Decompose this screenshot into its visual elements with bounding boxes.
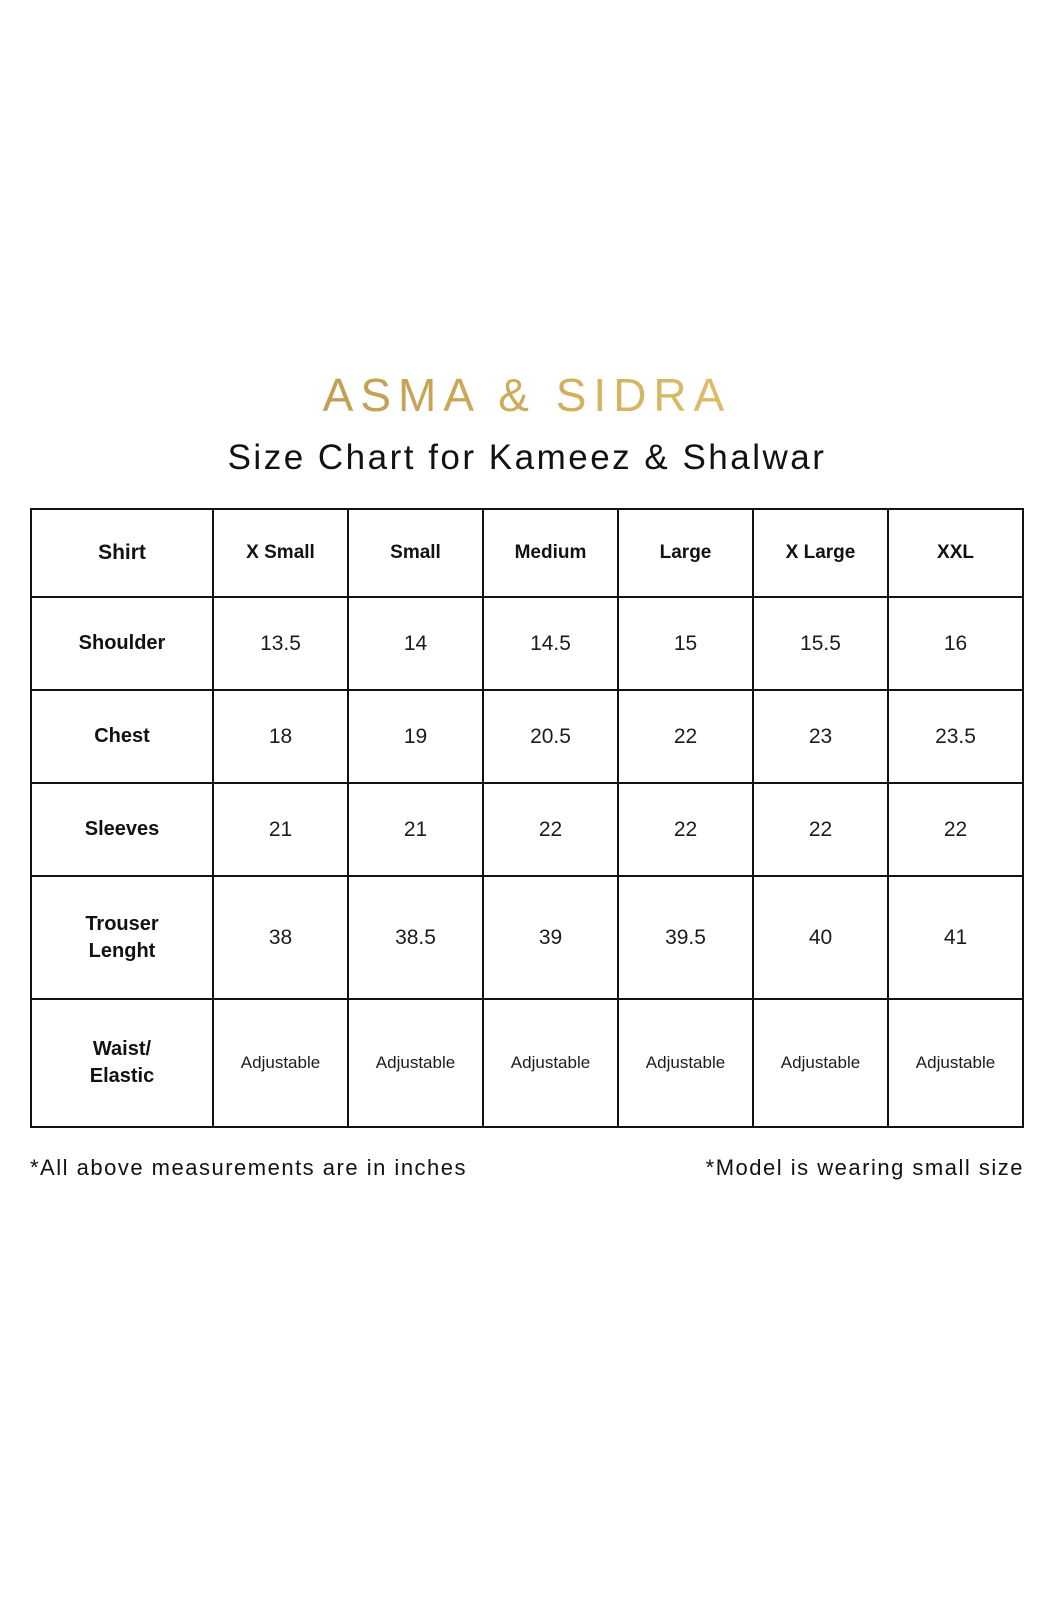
header-cell-shirt: Shirt [30,508,214,598]
table-header-row: Shirt X Small Small Medium Large X Large… [30,508,1024,598]
content-area: ASMA & SIDRA Size Chart for Kameez & Sha… [0,368,1054,1181]
value-cell: 22 [617,689,754,784]
value-cell: 39 [482,875,619,1000]
row-label-waist-elastic: Waist/ Elastic [30,998,214,1128]
value-cell: 15.5 [752,596,889,691]
value-cell: Adjustable [347,998,484,1128]
value-cell: 38 [212,875,349,1000]
value-cell: 14 [347,596,484,691]
value-cell: 19 [347,689,484,784]
row-label-chest: Chest [30,689,214,784]
value-cell: 22 [752,782,889,877]
value-cell: 16 [887,596,1024,691]
value-cell: 38.5 [347,875,484,1000]
header-cell-small: Small [347,508,484,598]
value-cell: Adjustable [887,998,1024,1128]
table-row-chest: Chest 18 19 20.5 22 23 23.5 [30,689,1024,784]
header-cell-xlarge: X Large [752,508,889,598]
page-title: Size Chart for Kameez & Shalwar [227,438,827,477]
value-cell: 14.5 [482,596,619,691]
value-cell: Adjustable [482,998,619,1128]
row-label-sleeves: Sleeves [30,782,214,877]
table-row-waist-elastic: Waist/ Elastic Adjustable Adjustable Adj… [30,998,1024,1128]
footnotes: *All above measurements are in inches *M… [30,1155,1024,1181]
footnote-measurements: *All above measurements are in inches [30,1155,468,1180]
value-cell: 22 [617,782,754,877]
value-cell: 22 [887,782,1024,877]
footnote-model: *Model is wearing small size [705,1155,1024,1180]
table-row-shoulder: Shoulder 13.5 14 14.5 15 15.5 16 [30,596,1024,691]
brand-logo: ASMA & SIDRA [30,368,1024,422]
value-cell: 13.5 [212,596,349,691]
value-cell: 23.5 [887,689,1024,784]
value-cell: 20.5 [482,689,619,784]
header-cell-xsmall: X Small [212,508,349,598]
value-cell: 23 [752,689,889,784]
header-cell-xxl: XXL [887,508,1024,598]
header-cell-medium: Medium [482,508,619,598]
value-cell: 39.5 [617,875,754,1000]
value-cell: 21 [347,782,484,877]
row-label-shoulder: Shoulder [30,596,214,691]
value-cell: 15 [617,596,754,691]
value-cell: 18 [212,689,349,784]
row-label-trouser-length: Trouser Lenght [30,875,214,1000]
value-cell: 21 [212,782,349,877]
table-row-sleeves: Sleeves 21 21 22 22 22 22 [30,782,1024,877]
value-cell: Adjustable [752,998,889,1128]
value-cell: 40 [752,875,889,1000]
value-cell: 41 [887,875,1024,1000]
value-cell: Adjustable [617,998,754,1128]
size-table: Shirt X Small Small Medium Large X Large… [30,508,1024,1128]
value-cell: 22 [482,782,619,877]
table-row-trouser-length: Trouser Lenght 38 38.5 39 39.5 40 41 [30,875,1024,1000]
header-cell-large: Large [617,508,754,598]
value-cell: Adjustable [212,998,349,1128]
